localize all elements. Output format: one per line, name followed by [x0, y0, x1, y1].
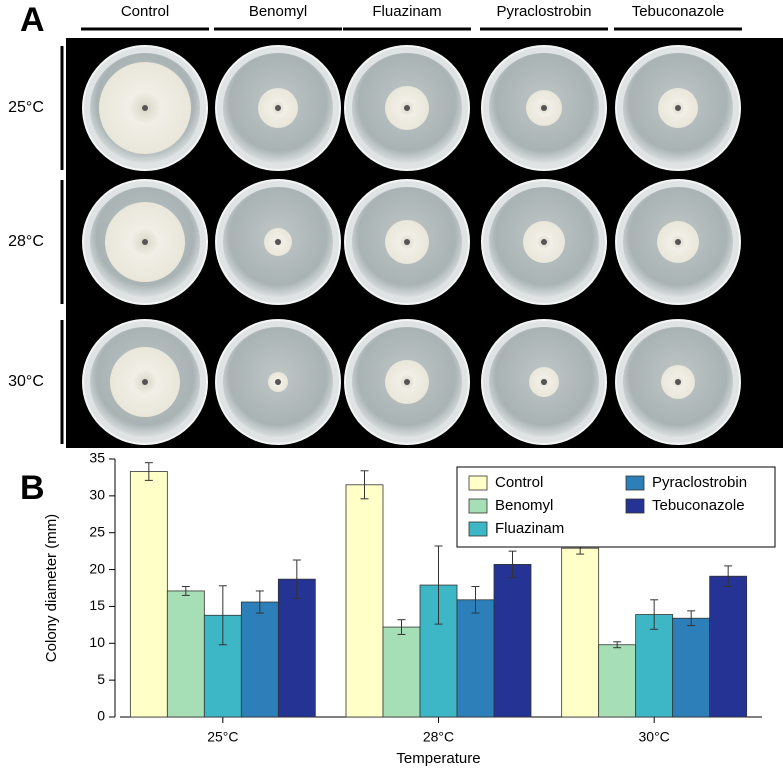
inoculum	[275, 105, 281, 111]
legend-label: Tebuconazole	[652, 497, 745, 514]
error-bar	[724, 565, 733, 588]
legend-swatch	[625, 475, 645, 491]
error-bar	[255, 590, 264, 614]
inoculum	[541, 239, 547, 245]
y-tick-label: 15	[89, 597, 105, 613]
legend-swatch	[625, 498, 645, 514]
error-bar	[613, 641, 622, 649]
x-tick-label: 25°C	[207, 729, 238, 745]
legend-swatch	[468, 498, 488, 514]
legend-label: Fluazinam	[495, 520, 564, 537]
y-tick-label: 5	[97, 671, 105, 687]
bar	[598, 644, 637, 718]
legend-box	[456, 466, 776, 548]
y-tick-label: 35	[89, 450, 105, 466]
y-tick-label: 30	[89, 487, 105, 503]
column-header: Fluazinam	[372, 3, 441, 20]
inoculum	[404, 239, 410, 245]
bar	[277, 578, 316, 718]
row-label: 25°C	[8, 99, 44, 116]
error-bar	[181, 586, 190, 596]
y-tick-label: 25	[89, 523, 105, 539]
inoculum	[142, 239, 148, 245]
column-header: Control	[121, 3, 169, 20]
error-bar	[434, 545, 443, 625]
y-tick-label: 10	[89, 634, 105, 650]
legend-swatch	[468, 475, 488, 491]
panel-label: A	[20, 1, 45, 39]
y-tick-label: 0	[97, 708, 105, 724]
legend-label: Benomyl	[495, 497, 553, 514]
inoculum	[675, 105, 681, 111]
x-axis-label: Temperature	[396, 750, 480, 767]
bar	[456, 599, 495, 718]
error-bar	[360, 470, 369, 500]
inoculum	[541, 105, 547, 111]
bar	[672, 617, 711, 718]
error-bar	[471, 586, 480, 614]
error-bar	[650, 599, 659, 630]
error-bar	[144, 462, 153, 481]
inoculum	[275, 379, 281, 385]
error-bar	[218, 585, 227, 646]
inoculum	[404, 105, 410, 111]
bar	[129, 471, 168, 718]
bar	[561, 547, 600, 718]
bar	[166, 590, 205, 718]
error-bar	[397, 619, 406, 635]
x-tick-label: 30°C	[639, 729, 670, 745]
y-axis-label: Colony diameter (mm)	[43, 514, 60, 662]
column-header: Tebuconazole	[632, 3, 725, 20]
panel-label: B	[20, 469, 45, 507]
row-label: 28°C	[8, 233, 44, 250]
legend-label: Control	[495, 474, 543, 491]
inoculum	[275, 239, 281, 245]
bar	[709, 575, 748, 718]
inoculum	[404, 379, 410, 385]
column-header: Benomyl	[249, 3, 307, 20]
bar	[345, 484, 384, 718]
inoculum	[675, 379, 681, 385]
inoculum	[142, 379, 148, 385]
x-tick-label: 28°C	[423, 729, 454, 745]
error-bar	[292, 559, 301, 599]
error-bar	[687, 610, 696, 627]
inoculum	[142, 105, 148, 111]
legend-swatch	[468, 521, 488, 537]
inoculum	[541, 379, 547, 385]
bar	[635, 614, 674, 718]
bar	[493, 564, 532, 718]
y-tick-label: 20	[89, 560, 105, 576]
inoculum	[675, 239, 681, 245]
error-bar	[508, 550, 517, 579]
bar	[240, 601, 279, 718]
legend-label: Pyraclostrobin	[652, 474, 747, 491]
column-header: Pyraclostrobin	[496, 3, 591, 20]
bar	[382, 626, 421, 718]
row-label: 30°C	[8, 373, 44, 390]
